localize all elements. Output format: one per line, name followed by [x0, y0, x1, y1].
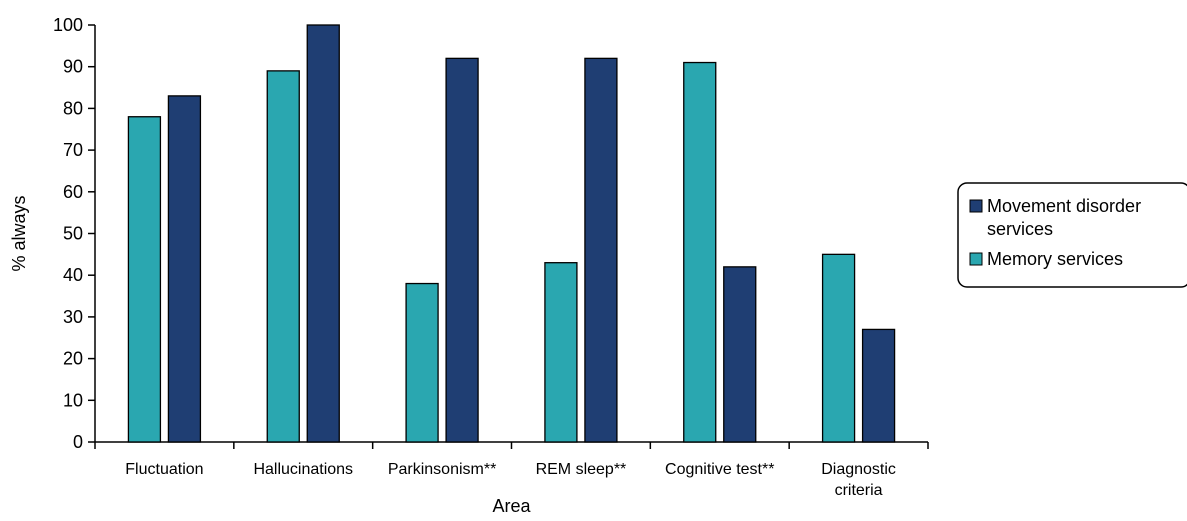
y-tick-label: 10	[63, 390, 83, 410]
y-tick-label: 20	[63, 349, 83, 369]
y-tick-label: 30	[63, 307, 83, 327]
bar-movement-disorder-services	[445, 57, 479, 443]
x-category-label: Diagnostic criteria	[821, 461, 896, 499]
bar-movement-disorder-services	[584, 57, 618, 443]
legend-label: Movement disorder services	[987, 196, 1141, 239]
x-category-label: Hallucinations	[253, 461, 353, 478]
y-tick-label: 40	[63, 265, 83, 285]
y-tick-label: 100	[53, 15, 83, 35]
y-tick-label: 80	[63, 98, 83, 118]
legend-box	[957, 182, 1187, 288]
y-tick-label: 60	[63, 182, 83, 202]
bars	[127, 24, 896, 443]
legend-label: Memory services	[987, 249, 1123, 269]
x-category-label-line: Cognitive test**	[665, 461, 774, 478]
bar-memory-services	[127, 116, 162, 443]
y-axis-title: % always	[9, 195, 29, 271]
legend-label-line: Memory services	[987, 249, 1123, 269]
y-tick-label: 90	[63, 57, 83, 77]
x-category-label: Fluctuation	[125, 461, 203, 478]
x-category-label: REM sleep**	[536, 461, 627, 478]
y-tick-label: 70	[63, 140, 83, 160]
bar-memory-services	[544, 262, 578, 443]
bar-memory-services	[683, 61, 717, 443]
legend-label-line: services	[987, 219, 1053, 239]
x-axis-title: Area	[492, 496, 531, 516]
x-category-label-line: Parkinsonism**	[388, 461, 496, 478]
legend-swatch	[969, 252, 983, 266]
x-category-label-line: Fluctuation	[125, 461, 203, 478]
bar-movement-disorder-services	[723, 266, 757, 443]
bar-movement-disorder-services	[861, 328, 896, 443]
y-axis: 0 10 20 30 40 50 60 70 80 90 100	[53, 15, 96, 452]
x-category-label-line: criteria	[835, 482, 883, 499]
legend-label-line: Movement disorder	[987, 196, 1141, 216]
y-tick-label: 0	[73, 432, 83, 452]
bar-memory-services	[266, 70, 300, 443]
bar-memory-services	[821, 253, 856, 443]
x-category-label-line: REM sleep**	[536, 461, 627, 478]
x-category-label: Cognitive test**	[665, 461, 774, 478]
x-category-label: Parkinsonism**	[388, 461, 496, 478]
x-category-label-line: Hallucinations	[253, 461, 353, 478]
bar-memory-services	[405, 282, 439, 443]
x-category-label-line: Diagnostic	[821, 461, 896, 478]
legend: Movement disorder services Memory services	[957, 182, 1187, 288]
x-axis: Fluctuation Hallucinations Parkinsonism** R…	[94, 441, 929, 499]
bar-movement-disorder-services	[306, 24, 340, 443]
bar-movement-disorder-services	[167, 95, 202, 443]
y-tick-label: 50	[63, 224, 83, 244]
legend-swatch	[969, 199, 983, 213]
